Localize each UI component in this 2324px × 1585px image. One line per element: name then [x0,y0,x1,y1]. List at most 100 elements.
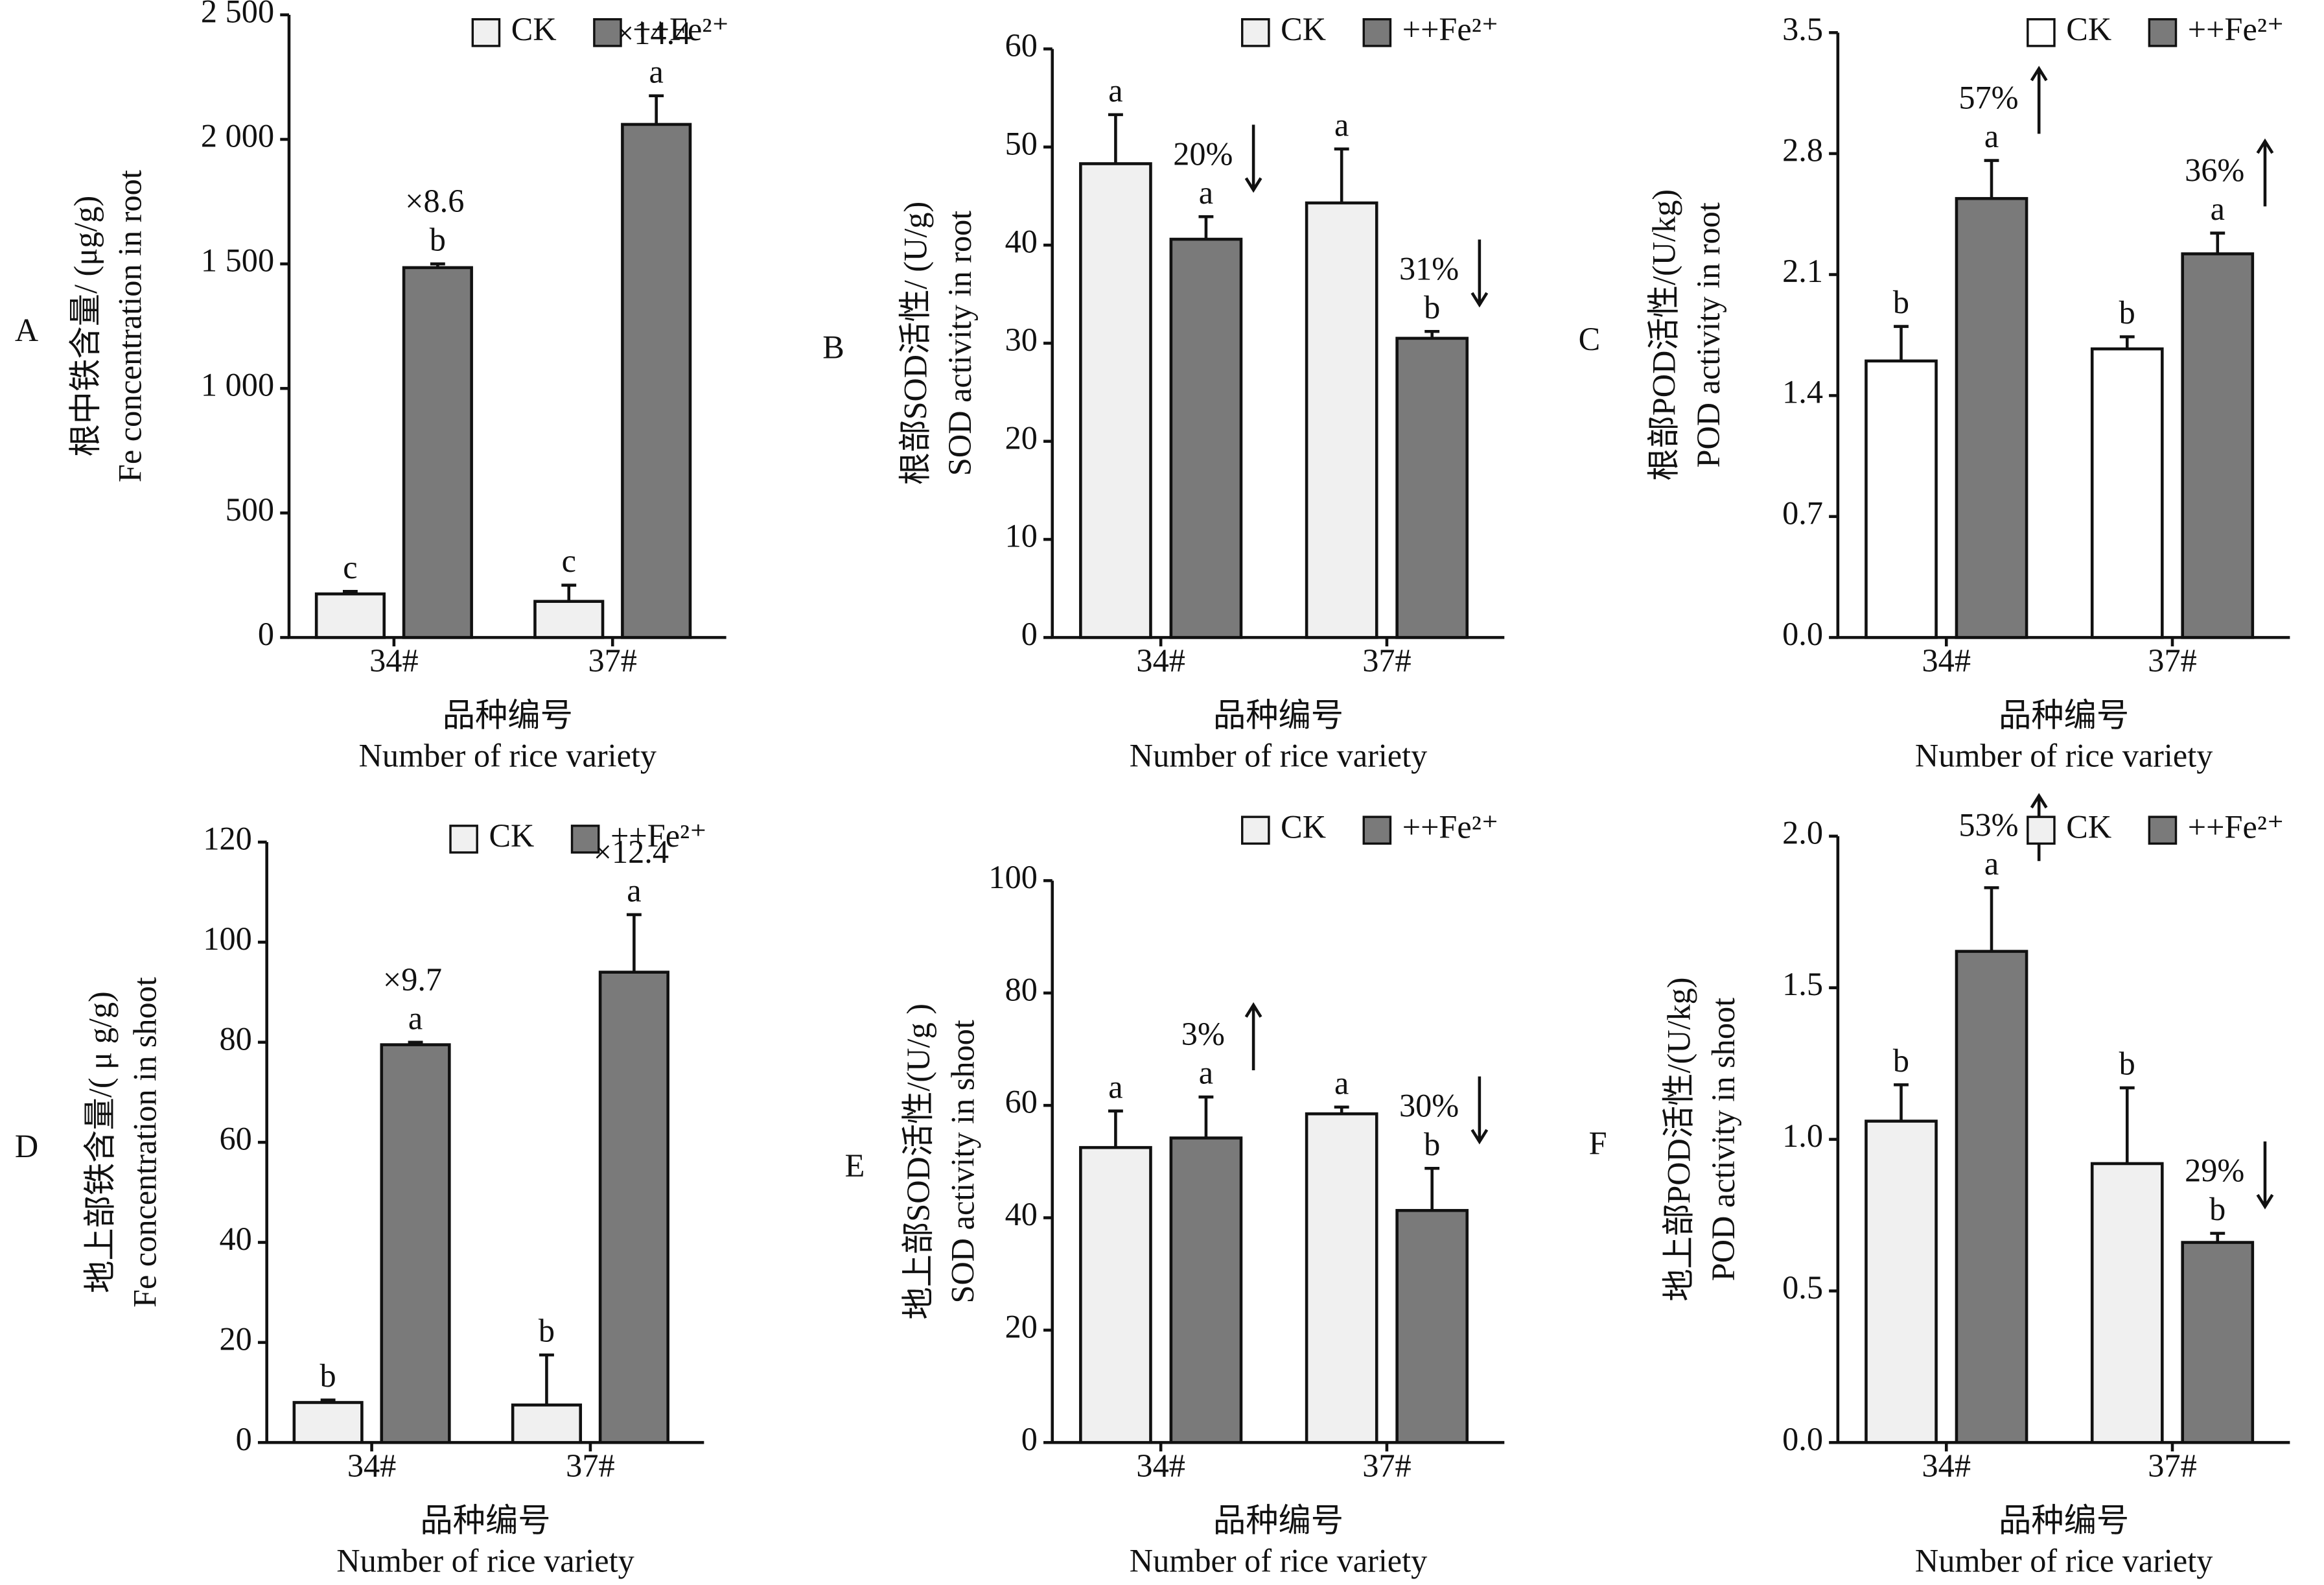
significance-letter: a [1108,1068,1122,1105]
legend-swatch [2148,18,2178,47]
annotation: 36% [2185,152,2244,189]
y-tick-label: 20 [1005,1308,1038,1344]
x-axis-label: Number of rice variety [1130,1542,1427,1579]
y-tick-label: 40 [1005,1196,1038,1232]
annotation: 20% [1173,135,1233,172]
y-tick-label: 3.5 [1782,11,1823,47]
error-bar [1108,113,1123,164]
bar [621,123,692,639]
y-tick-label: 80 [1005,971,1038,1007]
x-tick-label: 34# [1136,1448,1185,1484]
x-axis-label: 品种编号 [443,698,573,734]
y-axis-label: 根中铁含量/ (μg/g) [67,196,104,457]
annotation: 30% [1399,1087,1459,1123]
y-tick-label: 1 500 [201,242,274,279]
bar [2181,252,2255,639]
y-tick-label: 2.8 [1782,132,1823,168]
legend-swatch [593,18,622,47]
y-tick-label: 60 [220,1121,252,1157]
bar [292,1401,364,1444]
bar [1395,336,1469,639]
x-tick-label: 34# [369,642,418,679]
significance-letter: c [343,549,357,585]
y-axis-label: POD activity in root [1690,202,1726,467]
x-tick-label: 37# [2148,1448,2196,1484]
x-axis-label: 品种编号 [1213,1503,1343,1539]
legend-label: ++Fe²⁺ [610,817,707,854]
error-bar [626,913,642,972]
legend-swatch [2027,18,2056,47]
y-tick-label: 0 [236,1421,252,1457]
legend-label: ++Fe²⁺ [1402,11,1499,47]
annotation: 3% [1181,1016,1225,1052]
x-axis-label: 品种编号 [1999,1503,2129,1539]
y-tick-label: 0.0 [1782,1421,1823,1457]
error-bar [1334,1105,1349,1114]
bar [1865,1120,1938,1444]
error-bar [430,262,445,268]
y-tick-label: 60 [1005,27,1038,64]
error-bar [1334,147,1349,204]
bar [1865,359,1938,639]
significance-letter: a [1108,72,1122,108]
panel-label: F [1589,1125,1607,1162]
legend-label: ++Fe²⁺ [1402,808,1499,845]
y-tick-label: 2.1 [1782,253,1823,289]
x-tick-label: 34# [1922,1448,1971,1484]
error-bar [1984,886,1999,952]
legend-swatch [1362,816,1392,845]
y-axis-label: SOD activity in shoot [945,1020,981,1303]
legend-label: CK [489,817,534,854]
y-axis-label: SOD activity in root [942,211,978,476]
significance-letter: b [430,222,446,258]
y-tick-label: 2 500 [201,0,274,29]
panel-label: D [15,1128,38,1164]
legend-swatch [2027,816,2056,845]
y-tick-label: 100 [988,859,1037,895]
x-tick-label: 37# [1362,1448,1411,1484]
x-tick-label: 37# [2148,642,2196,679]
error-bar [539,1353,554,1405]
y-tick-label: 0.5 [1782,1269,1823,1306]
arrow [1244,1002,1262,1070]
legend-swatch [1241,18,1270,47]
significance-letter: a [1199,1055,1213,1091]
y-axis-label: Fe concentration in shoot [126,977,163,1308]
x-axis-label: 品种编号 [420,1503,550,1539]
x-tick-label: 34# [1136,642,1185,679]
arrow [1470,239,1489,308]
bar [314,592,386,639]
y-tick-label: 0 [258,616,274,652]
y-axis-label: 根部SOD活性/ (U/g) [897,202,933,485]
bar [380,1043,451,1444]
y-tick-label: 20 [220,1321,252,1357]
bar [598,970,669,1444]
y-tick-label: 40 [1005,224,1038,260]
y-tick-label: 1.4 [1782,374,1823,410]
panel-label: E [845,1147,865,1184]
arrow [1470,1076,1489,1145]
x-tick-label: 37# [588,642,636,679]
annotation: 29% [2185,1153,2244,1189]
x-tick-label: 37# [566,1448,614,1484]
arrow [2256,138,2274,207]
bar [2090,1162,2164,1444]
arrow [1244,124,1262,193]
y-axis-label: POD activity in shoot [1705,998,1741,1281]
significance-letter: a [408,1000,423,1036]
legend-label: CK [1281,11,1326,47]
legend-label: ++Fe²⁺ [2188,808,2284,845]
y-tick-label: 1 000 [201,367,274,403]
significance-letter: a [649,53,664,89]
bar [1305,1112,1378,1444]
error-bar [2210,231,2225,254]
bar [1079,1145,1152,1444]
significance-letter: b [320,1357,336,1394]
legend-swatch [1241,816,1270,845]
x-axis-label: 品种编号 [1213,698,1343,734]
y-tick-label: 120 [203,821,251,857]
significance-letter: b [1424,289,1440,325]
panel-label: A [15,312,38,348]
x-axis-label: Number of rice variety [1915,737,2213,773]
